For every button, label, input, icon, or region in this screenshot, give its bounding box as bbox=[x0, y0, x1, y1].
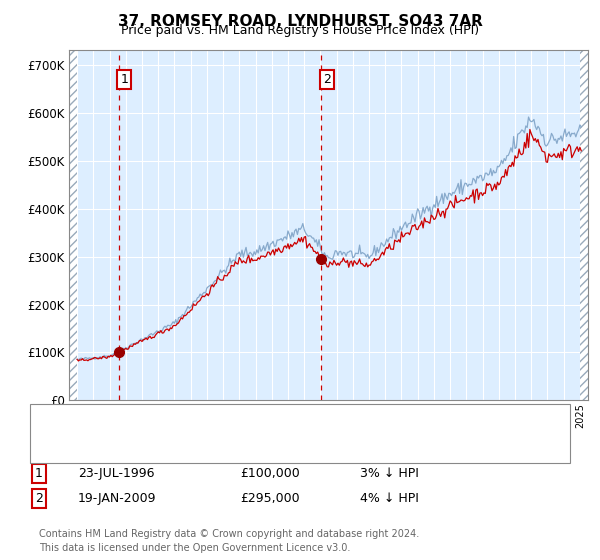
Text: 2: 2 bbox=[323, 73, 331, 86]
Text: 37, ROMSEY ROAD, LYNDHURST, SO43 7AR (detached house): 37, ROMSEY ROAD, LYNDHURST, SO43 7AR (de… bbox=[78, 416, 421, 426]
Text: 19-JAN-2009: 19-JAN-2009 bbox=[78, 492, 157, 505]
HPI: Average price, detached house, New Forest: (2e+03, 1.59e+05): Average price, detached house, New Fores… bbox=[173, 321, 181, 328]
37, ROMSEY ROAD, LYNDHURST, SO43 7AR (detached house) bbox=[74, 356, 81, 363]
37, ROMSEY ROAD, LYNDHURST, SO43 7AR (detached house) bbox=[425, 219, 432, 226]
HPI: Average price, detached house, New Forest: (1.99e+03, 8.58e+04): Average price, detached house, New Fores… bbox=[74, 356, 81, 363]
Text: 1: 1 bbox=[35, 466, 43, 480]
Bar bbox=[69, 50, 77, 400]
Bar bbox=[580, 50, 588, 400]
Line: HPI: Average price, detached house, New Forest: HPI: Average price, detached house, New … bbox=[77, 117, 581, 360]
HPI: Average price, detached house, New Forest: (2.01e+03, 3.42e+05): Average price, detached house, New Fores… bbox=[305, 233, 312, 240]
37, ROMSEY ROAD, LYNDHURST, SO43 7AR (detached house) bbox=[173, 320, 181, 327]
Text: £100,000: £100,000 bbox=[240, 466, 300, 480]
Text: —: — bbox=[48, 436, 64, 451]
Line: 37, ROMSEY ROAD, LYNDHURST, SO43 7AR (detached house): 37, ROMSEY ROAD, LYNDHURST, SO43 7AR (de… bbox=[77, 129, 581, 361]
Text: 1: 1 bbox=[120, 73, 128, 86]
37, ROMSEY ROAD, LYNDHURST, SO43 7AR (detached house) bbox=[574, 143, 581, 150]
HPI: Average price, detached house, New Forest: (2e+03, 1.55e+05): Average price, detached house, New Fores… bbox=[167, 323, 174, 329]
HPI: Average price, detached house, New Forest: (2.02e+03, 3.95e+05): Average price, detached house, New Fores… bbox=[425, 208, 432, 214]
Text: 3% ↓ HPI: 3% ↓ HPI bbox=[360, 466, 419, 480]
HPI: Average price, detached house, New Forest: (1.99e+03, 8.51e+04): Average price, detached house, New Fores… bbox=[75, 356, 82, 363]
37, ROMSEY ROAD, LYNDHURST, SO43 7AR (detached house) bbox=[526, 126, 533, 133]
Text: £295,000: £295,000 bbox=[240, 492, 299, 505]
Text: 37, ROMSEY ROAD, LYNDHURST, SO43 7AR: 37, ROMSEY ROAD, LYNDHURST, SO43 7AR bbox=[118, 14, 482, 29]
37, ROMSEY ROAD, LYNDHURST, SO43 7AR (detached house) bbox=[167, 324, 174, 331]
HPI: Average price, detached house, New Forest: (2e+03, 1.89e+05): Average price, detached house, New Fores… bbox=[183, 306, 190, 313]
Text: Contains HM Land Registry data © Crown copyright and database right 2024.
This d: Contains HM Land Registry data © Crown c… bbox=[39, 529, 419, 553]
Text: 4% ↓ HPI: 4% ↓ HPI bbox=[360, 492, 419, 505]
37, ROMSEY ROAD, LYNDHURST, SO43 7AR (detached house) bbox=[578, 147, 585, 154]
Text: Price paid vs. HM Land Registry's House Price Index (HPI): Price paid vs. HM Land Registry's House … bbox=[121, 24, 479, 37]
37, ROMSEY ROAD, LYNDHURST, SO43 7AR (detached house) bbox=[183, 311, 190, 318]
37, ROMSEY ROAD, LYNDHURST, SO43 7AR (detached house) bbox=[305, 242, 312, 249]
HPI: Average price, detached house, New Forest: (2.02e+03, 5.91e+05): Average price, detached house, New Fores… bbox=[525, 114, 532, 120]
Text: HPI: Average price, detached house, New Forest: HPI: Average price, detached house, New … bbox=[78, 438, 346, 449]
Text: —: — bbox=[48, 414, 64, 428]
HPI: Average price, detached house, New Forest: (2.03e+03, 5.71e+05): Average price, detached house, New Fores… bbox=[578, 124, 585, 130]
Text: 23-JUL-1996: 23-JUL-1996 bbox=[78, 466, 155, 480]
HPI: Average price, detached house, New Forest: (2.02e+03, 5.59e+05): Average price, detached house, New Fores… bbox=[574, 129, 581, 136]
37, ROMSEY ROAD, LYNDHURST, SO43 7AR (detached house) bbox=[75, 358, 82, 365]
Text: 2: 2 bbox=[35, 492, 43, 505]
